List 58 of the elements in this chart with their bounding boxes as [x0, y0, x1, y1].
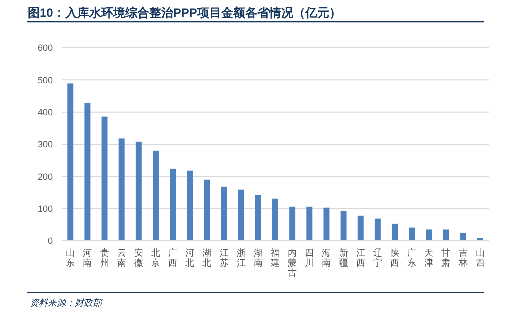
x-tick-label: 天津: [424, 248, 434, 268]
x-tick-label: 新疆: [339, 248, 348, 268]
y-tick-label: 500: [38, 75, 53, 86]
bar: [443, 230, 450, 241]
text: 资料来源：财政部: [30, 298, 103, 308]
y-tick-label: 0: [48, 236, 53, 246]
bar: [102, 116, 108, 241]
bar: [221, 186, 228, 241]
x-tick-label: 福建: [270, 248, 280, 268]
x-tick-label: 广东: [408, 248, 417, 268]
x-tick-label: 山东: [66, 248, 76, 268]
bar: [392, 224, 398, 241]
x-tick-label: 内蒙古: [288, 248, 298, 278]
x-tick-label: 海南: [322, 248, 332, 268]
x-tick-label: 四川: [305, 248, 314, 268]
x-tick-label: 湖南: [254, 248, 263, 268]
x-tick-label: 云南: [117, 248, 126, 268]
bar: [170, 168, 176, 241]
x-tick-label: 安徽: [134, 248, 144, 268]
bar: [409, 228, 416, 241]
bar: [68, 84, 74, 241]
x-tick-label: 山西: [476, 248, 485, 268]
bar: [358, 216, 364, 241]
bar: [272, 198, 278, 241]
bar: [84, 103, 91, 241]
y-tick-label: 300: [38, 140, 53, 150]
bar: [426, 230, 432, 241]
x-tick-label: 辽宁: [373, 248, 382, 268]
bar: [460, 232, 466, 241]
bar: [136, 142, 142, 241]
y-tick-label: 100: [38, 204, 53, 214]
x-tick-label: 贵州: [100, 248, 110, 268]
x-tick-label: 江苏: [220, 248, 229, 268]
y-tick-label: 200: [38, 172, 53, 182]
x-tick-label: 江西: [356, 248, 366, 268]
y-tick-label: 400: [38, 107, 53, 118]
y-tick-label: 600: [38, 43, 53, 54]
x-tick-label: 河南: [83, 248, 92, 268]
bar: [255, 195, 262, 241]
x-tick-label: 浙江: [236, 248, 246, 268]
bar: [153, 150, 159, 241]
x-tick-label: 北京: [151, 248, 160, 268]
x-tick-label: 河北: [186, 248, 195, 268]
x-tick-label: 甘肃: [442, 248, 451, 268]
bar: [290, 206, 296, 241]
bar: [204, 180, 210, 241]
bar: [118, 138, 125, 241]
bar: [306, 206, 313, 241]
bar: [324, 208, 330, 241]
x-tick-label: 湖北: [202, 248, 212, 268]
bar: [374, 218, 381, 241]
bar: [187, 170, 194, 241]
bar: [238, 190, 244, 241]
x-tick-label: 广西: [168, 248, 178, 268]
chart-title: 图10：入库水环境综合整治PPP项目金额各省情况（亿元）: [28, 6, 342, 20]
x-tick-label: 吉林: [458, 248, 468, 268]
bar: [340, 211, 347, 241]
x-tick-label: 陕西: [390, 248, 400, 268]
